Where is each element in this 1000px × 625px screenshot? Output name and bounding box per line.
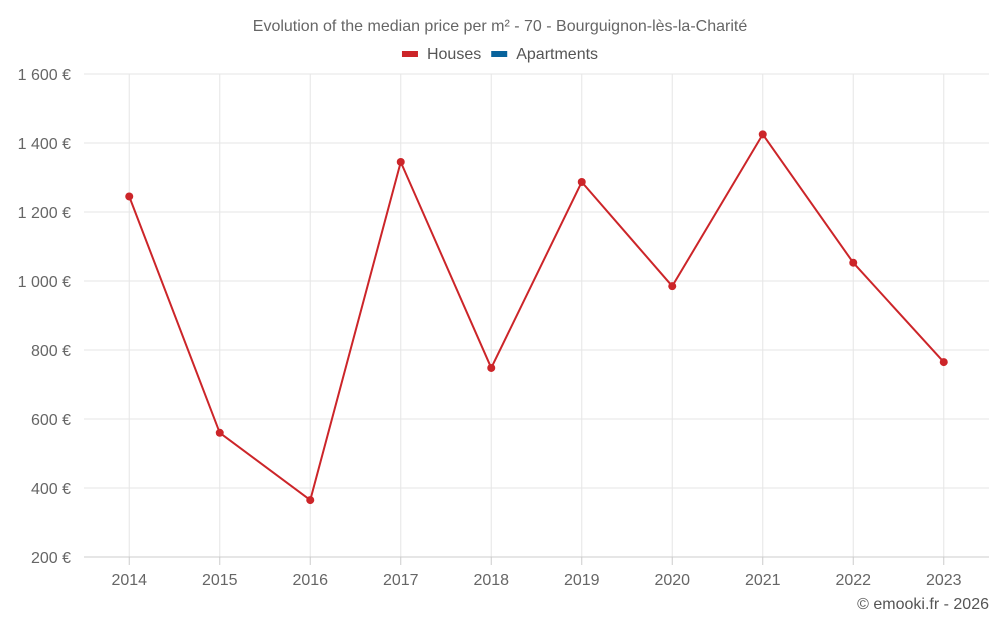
y-tick-label: 1 200 € bbox=[18, 205, 71, 222]
axes: 200 € 400 € 600 € 800 € 1 000 € 1 200 € 1 400 … bbox=[18, 67, 989, 589]
data-point[interactable] bbox=[577, 177, 586, 186]
data-point[interactable] bbox=[758, 130, 767, 139]
x-tick-label: 2016 bbox=[292, 572, 328, 589]
series-layer bbox=[125, 130, 948, 505]
data-point[interactable] bbox=[215, 428, 224, 437]
legend-label: Houses bbox=[427, 46, 481, 63]
x-tick-label: 2022 bbox=[835, 572, 871, 589]
y-tick-label: 600 € bbox=[31, 412, 71, 429]
data-point[interactable] bbox=[849, 258, 858, 267]
y-tick-label: 400 € bbox=[31, 481, 71, 498]
x-tick-label: 2019 bbox=[564, 572, 600, 589]
y-tick-label: 800 € bbox=[31, 343, 71, 360]
data-point[interactable] bbox=[939, 358, 948, 367]
x-tick-label: 2021 bbox=[745, 572, 781, 589]
data-point[interactable] bbox=[306, 496, 315, 505]
legend-item-houses[interactable]: Houses bbox=[401, 46, 481, 63]
y-tick-label: 1 000 € bbox=[18, 274, 71, 291]
data-point[interactable] bbox=[125, 192, 134, 201]
y-tick-label: 1 600 € bbox=[18, 67, 71, 84]
legend-label: Apartments bbox=[516, 46, 598, 63]
credit-text: © emooki.fr - 2026 bbox=[857, 596, 989, 613]
chart-title: Evolution of the median price per m² - 7… bbox=[253, 18, 748, 35]
legend-item-apartments[interactable]: Apartments bbox=[491, 46, 598, 63]
x-tick-label: 2015 bbox=[202, 572, 238, 589]
x-tick-label: 2020 bbox=[654, 572, 690, 589]
y-tick-label: 200 € bbox=[31, 550, 71, 567]
x-tick-label: 2017 bbox=[383, 572, 419, 589]
grid-lines bbox=[84, 73, 989, 557]
data-point[interactable] bbox=[487, 363, 496, 372]
legend-swatch bbox=[401, 51, 418, 57]
x-tick-label: 2014 bbox=[111, 572, 147, 589]
data-point[interactable] bbox=[668, 282, 677, 291]
x-tick-label: 2018 bbox=[473, 572, 509, 589]
data-point[interactable] bbox=[396, 157, 405, 166]
legend: Houses Apartments bbox=[401, 46, 598, 63]
x-tick-label: 2023 bbox=[926, 572, 962, 589]
legend-swatch bbox=[491, 51, 508, 57]
series-line-houses bbox=[128, 133, 945, 502]
y-tick-label: 1 400 € bbox=[18, 136, 71, 153]
